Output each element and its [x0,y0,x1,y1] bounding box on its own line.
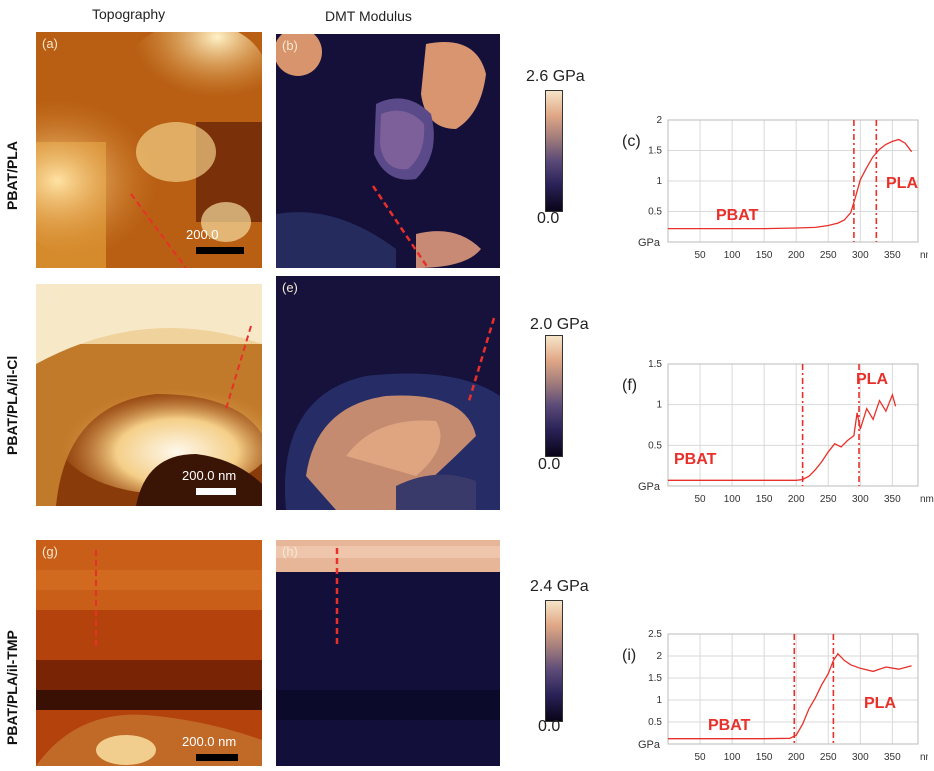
colorbar-e-min: 0.0 [538,456,561,473]
y-tick-label: 1 [656,695,662,706]
colorbar-e [545,335,563,457]
y-tick-label: 1 [656,400,662,411]
x-unit-label: nm [920,494,934,505]
y-tick-label: 2 [656,651,662,662]
plot-frame [667,363,919,487]
panel-label-b: (b) [282,38,298,53]
y-unit-label: GPa [638,739,661,751]
x-tick-label: 100 [724,250,741,261]
x-tick-label: 350 [884,250,901,261]
colorbar-b-min: 0.0 [537,210,560,227]
x-tick-label: 100 [724,494,741,505]
x-unit-label: nm [920,752,928,763]
topography-image-d: (d) 200.0 nm [36,284,262,506]
topography-image-g: (g) 200.0 nm [36,540,262,766]
x-tick-label: 150 [756,752,773,763]
colorbar-h-min: 0.0 [538,718,561,735]
panel-label-h: (h) [282,544,298,559]
colorbar-b-max: 2.6 GPa [526,68,585,85]
row-label-pbat-pla-il-tmp: PBAT/PLA/il-TMP [4,630,20,745]
panel-label-d: (d) [42,288,58,303]
x-tick-label: 50 [694,494,706,505]
x-tick-label: 150 [756,494,773,505]
y-tick-label: 1 [656,176,662,187]
x-tick-label: 350 [884,752,901,763]
phase-annotation-pbat: PBAT [708,717,751,734]
y-tick-label: 1.5 [648,673,662,684]
colorbar-b [545,90,563,212]
y-tick-label: 1.5 [648,146,662,157]
y-unit-label: GPa [638,237,661,249]
phase-annotation-pla: PLA [864,695,896,712]
y-tick-label: 0.5 [648,207,662,218]
x-tick-label: 200 [788,494,805,505]
phase-annotation-pla: PLA [856,371,888,388]
dmt-modulus-column-header: DMT Modulus [325,8,412,24]
x-tick-label: 50 [694,250,706,261]
y-tick-label: 2.5 [648,629,662,640]
x-tick-label: 300 [852,752,869,763]
x-tick-label: 300 [852,494,869,505]
colorbar-h [545,600,563,722]
modulus-profile-chart-c: (c) 2 1.5 1 0.5 GPa 50 100 150 200 250 300 350 nm PBAT… [622,115,928,261]
scalebar-text-a: 200.0 [186,227,219,242]
topography-column-header: Topography [92,6,166,22]
dmt-modulus-image-b: (b) [276,34,500,268]
modulus-profile-chart-f: (f) 1.5 1 0.5 GPa 50 100 150 200 250 300 350 nm PBAT P… [622,359,934,505]
phase-annotation-pbat: PBAT [716,207,759,224]
x-tick-label: 50 [694,752,706,763]
phase-annotation-pla: PLA [886,175,918,192]
scalebar-g [196,754,238,761]
scalebar-text-d: 200.0 nm [182,468,237,483]
x-tick-label: 300 [852,250,869,261]
colorbar-h-max: 2.4 GPa [530,578,589,595]
plot-frame [667,633,919,745]
y-tick-label: 1.5 [648,359,662,370]
x-tick-label: 150 [756,250,773,261]
panel-label-g: (g) [42,544,58,559]
colorbar-e-max: 2.0 GPa [530,316,589,333]
modulus-profile-chart-i: (i) 2.5 2 1.5 1 0.5 GPa 50 100 150 200 250 300 350 nm P… [622,629,928,763]
row-label-pbat-pla: PBAT/PLA [4,141,20,210]
modulus-profile-line [668,392,897,481]
x-tick-label: 350 [884,494,901,505]
x-tick-label: 200 [788,752,805,763]
x-tick-label: 250 [820,494,837,505]
y-tick-label: 2 [656,115,662,126]
modulus-profile-line [668,138,913,230]
row-label-pbat-pla-il-cl: PBAT/PLA/il-Cl [4,355,20,455]
chart-panel-label: (c) [622,133,641,150]
plot-frame [667,119,919,243]
scalebar-text-g: 200.0 nm [182,734,237,749]
dmt-modulus-image-e: (e) [276,276,500,510]
chart-panel-label: (i) [622,647,636,664]
modulus-profile-line [668,652,912,740]
phase-annotation-pbat: PBAT [674,451,717,468]
scalebar-a [196,247,244,254]
x-tick-label: 200 [788,250,805,261]
x-tick-label: 250 [820,752,837,763]
x-tick-label: 100 [724,752,741,763]
y-tick-label: 0.5 [648,440,662,451]
x-tick-label: 250 [820,250,837,261]
topography-image-a: (a) 200.0 [36,32,262,268]
panel-label-e: (e) [282,280,298,295]
x-unit-label: nm [920,250,928,261]
dmt-modulus-image-h: (h) [276,540,500,766]
scalebar-d [196,488,236,495]
y-unit-label: GPa [638,481,661,493]
chart-panel-label: (f) [622,377,637,394]
panel-label-a: (a) [42,36,58,51]
y-tick-label: 0.5 [648,717,662,728]
